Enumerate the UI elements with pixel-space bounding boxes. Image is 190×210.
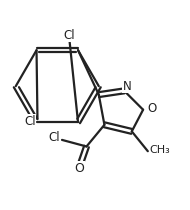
- Text: O: O: [74, 162, 84, 175]
- Text: Cl: Cl: [49, 131, 60, 144]
- Text: CH₃: CH₃: [150, 145, 170, 155]
- Text: O: O: [147, 102, 157, 115]
- Text: N: N: [123, 80, 131, 93]
- Text: Cl: Cl: [24, 114, 36, 127]
- Text: Cl: Cl: [64, 29, 75, 42]
